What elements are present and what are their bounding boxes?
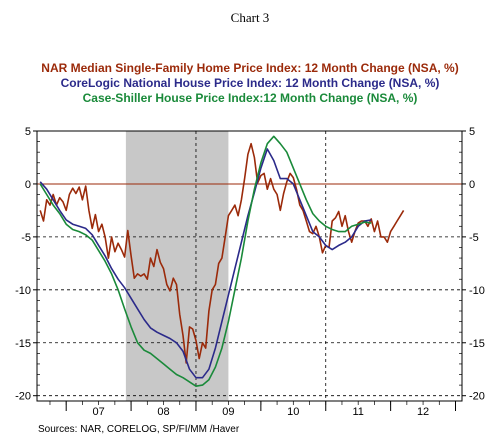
plot-frame [36,130,463,402]
y-tick-label-right: 0 [469,179,475,191]
y-tick-label-right: -5 [469,232,479,244]
y-tick-label-right: -15 [469,338,485,350]
x-tick-label: 11 [352,406,363,418]
x-tick-label: 09 [222,406,234,418]
title-corelogic: CoreLogic National House Price Index: 12… [61,76,440,90]
y-tick-label-left: 0 [25,179,31,191]
series-line-0 [39,142,405,364]
y-tick-label-right: -20 [469,391,485,403]
y-tick-label-right: -10 [469,285,485,297]
y-tick-label-left: -20 [15,391,31,403]
x-tick-label: 07 [93,406,105,418]
title-nar: NAR Median Single-Family Home Price Inde… [41,61,458,75]
x-tick-label: 10 [287,406,299,418]
x-tick-label: 08 [157,406,169,418]
y-tick-label-right: 5 [469,126,475,138]
y-tick-label-left: 5 [25,126,31,138]
source-note: Sources: NAR, CORELOG, SP/FI/MM /Haver [38,424,240,435]
recession-band [125,131,229,401]
y-tick-label-left: -15 [15,338,31,350]
plot-area: 5 5 0 0 -5 -5 -10 -10 -15 -15 -20 -20 07 08 09 10 11 12 [15,126,485,418]
title-case-shiller: Case-Shiller House Price Index:12 Month … [83,91,418,105]
x-tick-label: 12 [417,406,429,418]
y-tick-label-left: -5 [21,232,31,244]
y-tick-label-left: -10 [15,285,31,297]
series-line-1 [39,148,372,379]
series-line-2 [39,135,372,388]
chart-label: Chart 3 [231,10,270,25]
